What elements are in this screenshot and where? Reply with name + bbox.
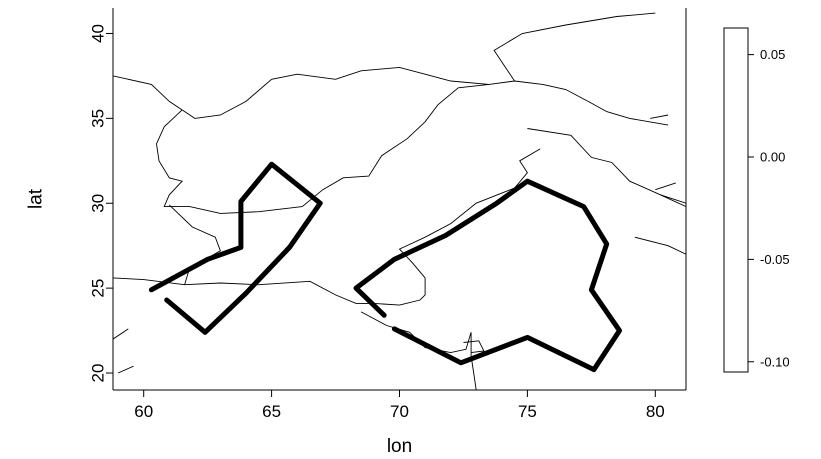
- y-axis-label: lat: [26, 188, 47, 209]
- border-line: [113, 148, 541, 306]
- y-tick-label: 35: [89, 109, 108, 128]
- colorbar-tick-label: -0.10: [760, 354, 790, 369]
- border-line: [156, 83, 490, 214]
- y-tick-label: 40: [89, 24, 108, 43]
- border-line: [660, 194, 686, 204]
- y-tick-label: 30: [89, 194, 108, 213]
- border-line: [113, 328, 129, 340]
- colorbar-tick-label: -0.05: [760, 252, 790, 267]
- border-line: [463, 340, 485, 354]
- border-line: [168, 204, 221, 285]
- border-line: [113, 66, 669, 126]
- x-tick-label: 60: [134, 402, 153, 421]
- x-tick-label: 70: [390, 402, 409, 421]
- colorbar-tick-label: 0.05: [760, 47, 785, 62]
- border-line: [117, 365, 134, 374]
- x-tick-label: 75: [518, 402, 537, 421]
- colorbar: 0.05 0.00 -0.05 -0.10: [723, 27, 790, 373]
- border-line: [634, 236, 686, 255]
- contour-lines: [148, 161, 622, 373]
- contour-line: [148, 161, 323, 335]
- border-line: [655, 182, 676, 191]
- x-tick-label: 80: [646, 402, 665, 421]
- x-tick-label: 65: [262, 402, 281, 421]
- border-line: [650, 114, 669, 119]
- country-borders: [113, 12, 686, 390]
- contour-line: [353, 178, 622, 373]
- colorbar-box: [723, 27, 749, 373]
- border-line: [493, 12, 656, 82]
- border-line: [527, 128, 686, 208]
- y-tick-label: 25: [89, 279, 108, 298]
- colorbar-tick-label: 0.00: [760, 150, 785, 165]
- border-line: [360, 311, 477, 390]
- y-tick-label: 20: [89, 364, 108, 383]
- axes: 60 65 70 75 80 20 25 30 35 40: [89, 8, 687, 421]
- x-axis-label: lon: [387, 436, 412, 457]
